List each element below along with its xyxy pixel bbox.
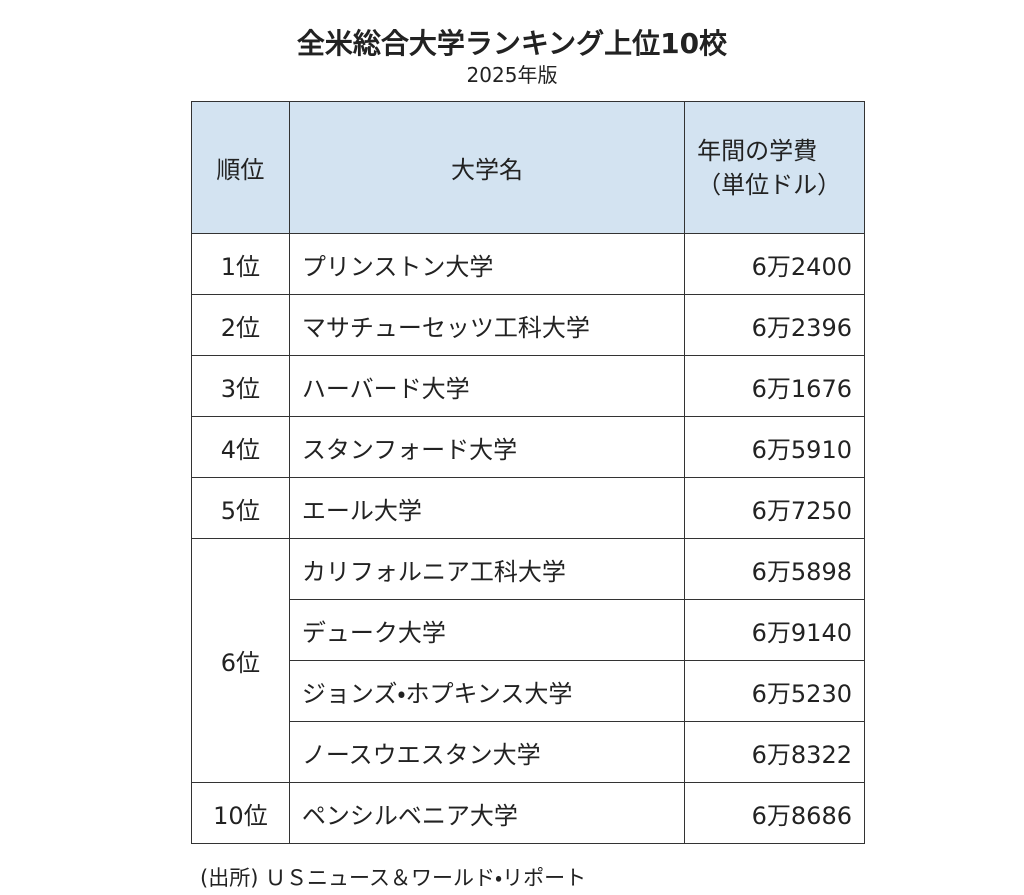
table-row: 5位 エール大学 6万7250 xyxy=(191,477,865,539)
column-header: 年間の学費（単位ドル） xyxy=(684,101,865,234)
table-row: 10位 ペンシルベニア大学 6万8686 xyxy=(191,782,865,844)
table-row: 2位 マサチューセッツ工科大学 6万2396 xyxy=(191,294,865,356)
column-header: 大学名 xyxy=(288,101,686,234)
university-cell: エール大学 xyxy=(288,477,686,539)
table-row: 6位 カリフォルニア工科大学 6万5898 xyxy=(191,538,865,783)
rank-cell: 1位 xyxy=(191,233,290,295)
university-cell: マサチューセッツ工科大学 xyxy=(288,294,686,356)
rank-cell: 10位 xyxy=(191,782,290,844)
table-body: 1位 プリンストン大学 6万2400 2位 マサチューセッツ工科大学 6万2396 3位 ハー… xyxy=(191,233,865,844)
university-cell: ハーバード大学 xyxy=(288,355,686,417)
fee-cell: 6万5898 xyxy=(684,538,865,600)
fee-cell: 6万5230 xyxy=(684,660,865,722)
fee-cell: 6万8322 xyxy=(684,721,865,783)
university-cell: デューク大学 xyxy=(288,599,686,661)
table-row: ジョンズ・ホプキンス大学 6万5230 xyxy=(192,660,865,722)
fee-cell: 6万1676 xyxy=(684,355,865,417)
table-row: 1位 プリンストン大学 6万2400 xyxy=(191,233,865,295)
university-cell: スタンフォード大学 xyxy=(288,416,686,478)
university-cell: ジョンズ・ホプキンス大学 xyxy=(288,660,686,722)
table-row: デューク大学 6万9140 xyxy=(192,599,865,661)
fee-cell: 6万7250 xyxy=(684,477,865,539)
source: (出所) ＵＳニュース＆ワールド・リポート xyxy=(200,866,587,890)
ranking-table: 順位 大学名 年間の学費（単位ドル） 1位 プリンストン大学 6万2400 2位 マサチュー… xyxy=(191,101,865,844)
fee-cell: 6万8686 xyxy=(684,782,865,844)
rank-cell: 4位 xyxy=(191,416,290,478)
header-row: 順位 大学名 年間の学費（単位ドル） xyxy=(191,101,865,234)
column-header: 順位 xyxy=(191,101,290,234)
fee-cell: 6万2396 xyxy=(684,294,865,356)
fee-cell: 6万2400 xyxy=(684,233,865,295)
fee-cell: 6万9140 xyxy=(684,599,865,661)
title: 全米総合大学ランキング上位10校 xyxy=(296,27,728,60)
university-cell: プリンストン大学 xyxy=(288,233,686,295)
university-cell: ペンシルベニア大学 xyxy=(288,782,686,844)
table-head: 順位 大学名 年間の学費（単位ドル） xyxy=(191,101,865,234)
subtitle: 2025年版 xyxy=(466,63,558,87)
table-row: 3位 ハーバード大学 6万1676 xyxy=(191,355,865,417)
rank-cell: 5位 xyxy=(191,477,290,539)
university-cell: ノースウエスタン大学 xyxy=(288,721,686,783)
table-row: 4位 スタンフォード大学 6万5910 xyxy=(191,416,865,478)
fee-cell: 6万5910 xyxy=(684,416,865,478)
table-row: ノースウエスタン大学 6万8322 xyxy=(192,721,865,783)
rank-cell: 3位 xyxy=(191,355,290,417)
rank-cell: 6位 xyxy=(191,538,290,783)
rank-cell: 2位 xyxy=(191,294,290,356)
university-cell: カリフォルニア工科大学 xyxy=(288,538,686,600)
